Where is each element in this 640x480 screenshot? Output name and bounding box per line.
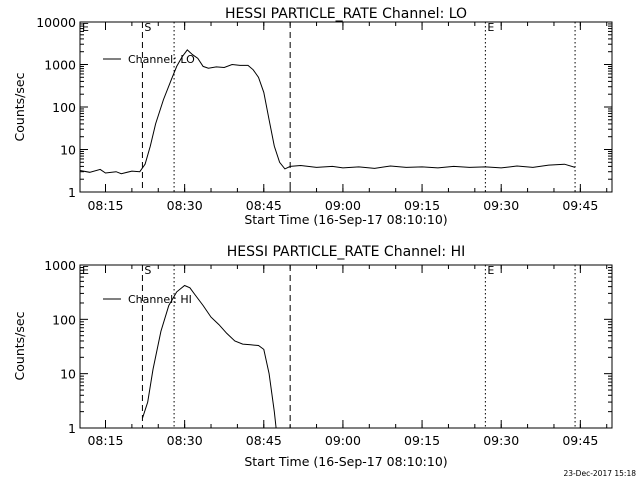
chart-title: HESSI PARTICLE_RATE Channel: HI [227,244,465,260]
event-marker-label: S [144,21,151,34]
x-tick-label: 09:15 [404,433,440,448]
x-tick-label: 09:00 [325,198,361,213]
legend-label: Channel: HI [128,293,192,306]
y-tick-label: 1000 [44,58,76,73]
series-line-1 [141,284,277,429]
x-tick-label: 08:30 [167,198,203,213]
event-marker-label: S [144,264,151,277]
x-tick-label: 08:15 [87,433,123,448]
x-tick-label: 08:45 [246,198,282,213]
x-tick-label: 08:45 [246,433,282,448]
x-tick-label: 09:45 [562,433,598,448]
x-tick-label: 09:30 [483,198,519,213]
x-tick-label: 08:15 [87,198,123,213]
event-marker-label: E [82,21,89,34]
legend-label: Channel: LO [128,53,195,66]
y-tick-label: 100 [52,312,76,327]
x-tick-label: 09:15 [404,198,440,213]
plot-frame [79,21,613,193]
x-axis-label: Start Time (16-Sep-17 08:10:10) [244,454,447,469]
series-line-1 [79,49,576,175]
x-tick-label: 09:30 [483,433,519,448]
event-marker-label: E [487,21,494,34]
x-tick-label: 08:30 [167,433,203,448]
plot-frame [79,264,613,429]
x-tick-label: 09:00 [325,433,361,448]
y-tick-label: 10 [60,143,76,158]
y-tick-label: 10000 [36,15,76,30]
y-tick-label: 1000 [44,258,76,273]
y-tick-label: 10 [60,367,76,382]
y-axis-label: Counts/sec [12,311,27,380]
chart-panel-1: HESSI PARTICLE_RATE Channel: LO 08:15 08:3… [12,6,613,227]
event-marker-label: E [82,264,89,277]
chart-panel-2: HESSI PARTICLE_RATE Channel: HI 08:15 08:3… [12,244,613,469]
event-marker-label: E [487,264,494,277]
timestamp-label: 23-Dec-2017 15:18 [563,469,636,478]
x-tick-label: 09:45 [562,198,598,213]
y-axis-label: Counts/sec [12,72,27,141]
chart-title: HESSI PARTICLE_RATE Channel: LO [225,6,467,22]
y-tick-label: 1 [68,421,76,436]
y-tick-label: 100 [52,100,76,115]
x-axis-label: Start Time (16-Sep-17 08:10:10) [244,212,447,227]
y-tick-label: 1 [68,185,76,200]
